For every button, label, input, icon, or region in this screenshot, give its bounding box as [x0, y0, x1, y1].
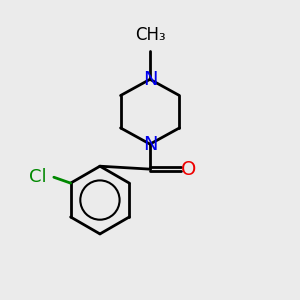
Text: Cl: Cl: [29, 168, 47, 186]
Text: N: N: [143, 135, 157, 154]
Text: CH₃: CH₃: [135, 26, 165, 44]
Text: O: O: [181, 160, 196, 178]
Text: N: N: [143, 70, 157, 89]
